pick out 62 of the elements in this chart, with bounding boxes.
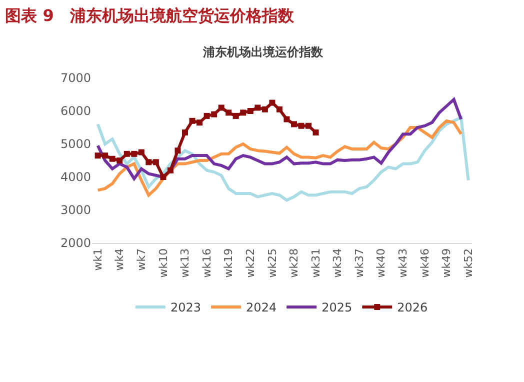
x-tick-label: wk7 bbox=[134, 248, 148, 271]
point bbox=[182, 129, 188, 136]
point bbox=[152, 159, 159, 166]
point bbox=[138, 149, 144, 156]
x-tick-label: wk1 bbox=[91, 248, 104, 271]
legend-label: 2025 bbox=[322, 300, 352, 315]
y-tick-label: 5000 bbox=[60, 137, 91, 152]
chart-title: 图表 9 浦东机场出境航空货运价格指数 bbox=[5, 6, 295, 25]
point bbox=[189, 118, 196, 124]
x-tick-label: wk19 bbox=[222, 248, 236, 278]
point bbox=[124, 150, 130, 157]
x-tick-label: wk52 bbox=[462, 248, 475, 278]
point bbox=[247, 108, 254, 114]
x-tick-label: wk31 bbox=[309, 248, 322, 278]
point bbox=[276, 106, 282, 112]
y-tick-label: 3000 bbox=[60, 203, 91, 218]
point bbox=[306, 122, 312, 129]
point bbox=[290, 121, 297, 128]
point bbox=[196, 120, 203, 126]
legend-label: 2023 bbox=[170, 300, 202, 315]
x-tick-label: wk34 bbox=[331, 248, 344, 278]
x-tick-label: wk16 bbox=[200, 248, 214, 278]
point bbox=[312, 129, 319, 136]
x-tick-label: wk22 bbox=[244, 248, 257, 278]
line-series bbox=[96, 98, 463, 180]
point bbox=[298, 122, 304, 129]
point bbox=[262, 106, 268, 112]
point bbox=[218, 104, 224, 111]
y-tick-label: 4000 bbox=[60, 170, 91, 184]
x-tick-label: wk10 bbox=[156, 248, 170, 278]
point bbox=[174, 148, 181, 154]
chart-subtitle: 浦东机场出境运价指数 bbox=[202, 45, 324, 59]
point bbox=[232, 112, 239, 119]
point bbox=[146, 159, 152, 166]
legend-label: 2024 bbox=[246, 300, 277, 315]
point bbox=[211, 111, 218, 118]
y-tick-label: 7000 bbox=[60, 71, 91, 86]
point bbox=[160, 174, 166, 180]
x-tick-label: wk37 bbox=[352, 248, 366, 278]
point bbox=[204, 112, 210, 119]
y-tick-label: 6000 bbox=[60, 104, 91, 118]
point bbox=[226, 110, 232, 116]
x-tick-label: wk43 bbox=[396, 248, 410, 278]
y-tick-label: 2000 bbox=[60, 236, 91, 250]
x-tick-label: wk40 bbox=[374, 248, 388, 278]
point bbox=[240, 110, 246, 116]
point bbox=[131, 150, 138, 157]
point bbox=[269, 100, 276, 106]
x-tick-label: wk4 bbox=[113, 248, 126, 271]
point bbox=[109, 156, 116, 162]
point bbox=[254, 104, 261, 111]
legend-label: 2026 bbox=[397, 300, 428, 315]
point bbox=[284, 116, 290, 122]
x-tick-label: wk13 bbox=[178, 248, 192, 278]
point bbox=[167, 167, 174, 174]
x-tick-label: wk25 bbox=[266, 248, 279, 278]
point bbox=[102, 152, 108, 159]
point bbox=[94, 152, 101, 159]
x-tick-label: wk49 bbox=[440, 248, 454, 278]
point bbox=[116, 158, 123, 164]
x-tick-label: wk46 bbox=[418, 248, 432, 278]
x-tick-label: wk28 bbox=[288, 248, 301, 278]
